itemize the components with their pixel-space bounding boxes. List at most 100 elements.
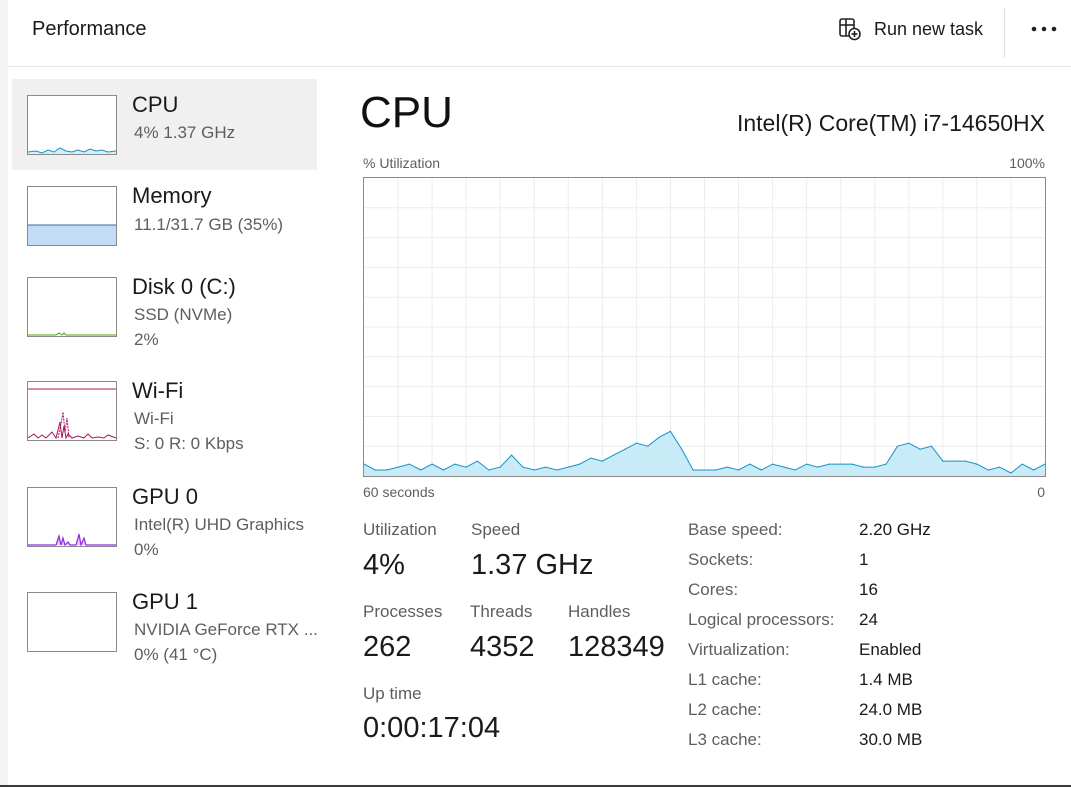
cpu-utilization-point xyxy=(817,466,819,468)
cpu-utilization-point xyxy=(397,466,399,468)
cpu-utilization-point xyxy=(420,469,422,471)
cpu-utilization-point xyxy=(999,466,1001,468)
more-dots-icon xyxy=(1031,26,1057,32)
cpu-thumbnail-graph xyxy=(27,95,117,155)
cpu-utilization-point xyxy=(976,463,978,465)
spec-value-l3-cache: 30.0 MB xyxy=(859,730,923,749)
utilization-value: 4% xyxy=(363,549,405,581)
header-bar: Performance Run new task xyxy=(8,0,1071,67)
sidebar-item-detail: 4% 1.37 GHz xyxy=(134,123,236,142)
spec-label-l1-cache: L1 cache: xyxy=(688,670,762,689)
run-new-task-button[interactable]: Run new task xyxy=(838,14,983,44)
sidebar-item-cpu[interactable]: CPU 4% 1.37 GHz xyxy=(12,79,317,170)
sidebar-item-name: Memory xyxy=(132,183,212,208)
sidebar-item-memory[interactable]: Memory 11.1/31.7 GB (35%) xyxy=(12,170,317,261)
sidebar-item-disk-0[interactable]: Disk 0 (C:) SSD (NVMe) 2% xyxy=(12,261,317,352)
sidebar-item-detail: NVIDIA GeForce RTX ... xyxy=(134,620,318,639)
sidebar-item-detail-2: 2% xyxy=(134,330,159,349)
cpu-utilization-point xyxy=(647,445,649,447)
processes-value: 262 xyxy=(363,631,412,663)
cpu-utilization-point xyxy=(499,466,501,468)
spec-label-sockets: Sockets: xyxy=(688,550,754,569)
cpu-utilization-point xyxy=(601,460,603,462)
handles-label: Handles xyxy=(568,602,631,621)
spec-label-l2-cache: L2 cache: xyxy=(688,700,762,719)
cpu-utilization-point xyxy=(862,466,864,468)
uptime-value: 0:00:17:04 xyxy=(363,712,501,744)
cpu-utilization-point xyxy=(964,460,967,462)
sidebar-item-wifi[interactable]: Wi-Fi Wi-Fi S: 0 R: 0 Kbps xyxy=(12,365,317,456)
cpu-utilization-point xyxy=(556,469,558,471)
spec-value-cores: 16 xyxy=(859,580,878,599)
wifi-thumbnail-graph xyxy=(27,381,117,441)
cpu-utilization-point xyxy=(840,463,842,465)
cpu-utilization-point xyxy=(772,463,774,465)
cpu-utilization-point xyxy=(488,469,490,471)
spec-value-virtualization: Enabled xyxy=(859,640,922,659)
sidebar-item-detail-2: 0% xyxy=(134,540,159,559)
cpu-utilization-point xyxy=(919,448,921,450)
spec-value-sockets: 1 xyxy=(859,550,869,569)
cpu-utilization-point xyxy=(408,463,410,465)
sidebar-item-gpu-0[interactable]: GPU 0 Intel(R) UHD Graphics 0% xyxy=(12,471,317,562)
cpu-utilization-point xyxy=(624,448,626,450)
memory-thumbnail-graph xyxy=(27,186,117,246)
cpu-utilization-chart xyxy=(363,177,1046,477)
gpu0-thumbnail-graph xyxy=(27,487,117,547)
main-title: CPU xyxy=(360,88,453,137)
sidebar-item-detail: SSD (NVMe) xyxy=(134,305,233,324)
cpu-utilization-point xyxy=(760,469,762,471)
speed-label: Speed xyxy=(471,520,521,539)
spec-value-l2-cache: 24.0 MB xyxy=(859,700,923,719)
left-rail xyxy=(0,0,8,787)
cpu-utilization-point xyxy=(749,463,751,465)
chart-x-min-label: 0 xyxy=(1037,484,1045,500)
sidebar-item-detail-2: S: 0 R: 0 Kbps xyxy=(134,434,244,453)
speed-value: 1.37 GHz xyxy=(471,549,594,581)
cpu-utilization-point xyxy=(738,469,740,471)
cpu-utilization-point xyxy=(692,469,694,471)
cpu-utilization-point xyxy=(987,469,989,471)
cpu-utilization-point xyxy=(806,463,808,465)
spec-label-cores: Cores: xyxy=(688,580,739,599)
cpu-utilization-point xyxy=(635,442,637,444)
cpu-utilization-point xyxy=(545,466,547,468)
page-title: Performance xyxy=(32,18,147,40)
cpu-utilization-point xyxy=(363,463,365,465)
cpu-utilization-point xyxy=(465,466,467,468)
cpu-utilization-point xyxy=(613,454,615,456)
sidebar-item-gpu-1[interactable]: GPU 1 NVIDIA GeForce RTX ... 0% (41 °C) xyxy=(12,576,318,667)
cpu-utilization-point xyxy=(454,463,456,465)
cpu-model-name: Intel(R) Core(TM) i7-14650HX xyxy=(736,110,1045,136)
spec-value-l1-cache: 1.4 MB xyxy=(859,670,913,689)
chart-x-axis-label: 60 seconds xyxy=(363,484,435,500)
cpu-utilization-point xyxy=(783,466,785,468)
run-task-label: Run new task xyxy=(874,18,984,39)
cpu-utilization-point xyxy=(851,463,853,465)
cpu-chart-svg xyxy=(363,178,1046,476)
more-options-button[interactable] xyxy=(1024,16,1064,42)
cpu-utilization-point xyxy=(1021,463,1023,465)
disk-thumbnail-graph xyxy=(27,277,117,337)
handles-value: 128349 xyxy=(568,631,665,663)
cpu-utilization-point xyxy=(1033,469,1035,471)
sidebar-item-name: GPU 0 xyxy=(132,484,199,509)
cpu-utilization-point xyxy=(874,466,876,468)
cpu-utilization-point xyxy=(930,445,933,447)
run-task-icon xyxy=(839,18,861,41)
threads-value: 4352 xyxy=(470,631,535,663)
spec-label-l3-cache: L3 cache: xyxy=(688,730,762,749)
spec-label-base-speed: Base speed: xyxy=(688,520,783,539)
cpu-utilization-point xyxy=(681,448,683,450)
chart-y-axis-label: % Utilization xyxy=(363,155,441,171)
cpu-utilization-point xyxy=(658,436,660,438)
cpu-utilization-point xyxy=(386,469,388,471)
window-bottom-border xyxy=(0,785,1071,787)
cpu-utilization-point xyxy=(442,469,445,471)
threads-label: Threads xyxy=(470,602,533,621)
sidebar-item-name: CPU xyxy=(132,92,179,117)
cpu-utilization-area xyxy=(364,431,1045,476)
cpu-utilization-point xyxy=(431,463,433,465)
sidebar-item-name: Wi-Fi xyxy=(132,378,184,403)
cpu-utilization-point xyxy=(703,469,706,471)
